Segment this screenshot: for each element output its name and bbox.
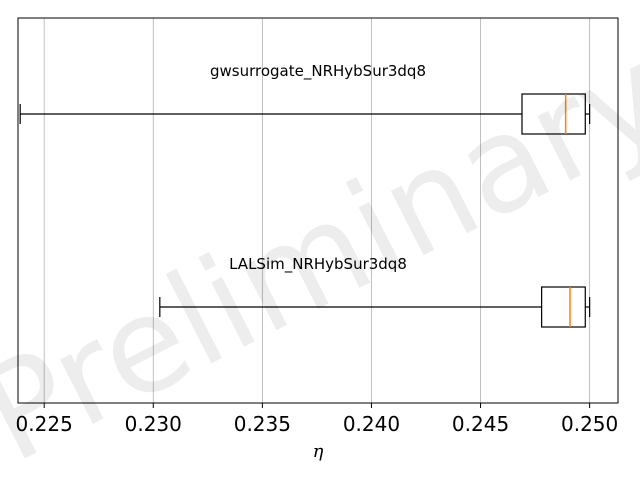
- box-gwsurrogate_NRHybSur3dq8: [19, 93, 591, 135]
- x-ticks: 0.225 0.230 0.235 0.240 0.245 0.250: [16, 403, 618, 436]
- grid-lines: [43, 18, 591, 403]
- x-tick-label: 0.250: [561, 412, 618, 436]
- x-tick-label: 0.245: [452, 412, 509, 436]
- plot-frame: [17, 17, 619, 404]
- series-label: gwsurrogate_NRHybSur3dq8: [210, 62, 426, 81]
- x-tick-label: 0.230: [125, 412, 182, 436]
- x-tick-label: 0.235: [234, 412, 291, 436]
- box-series: [19, 93, 591, 328]
- x-tick-label: 0.225: [16, 412, 73, 436]
- x-tick-label: 0.240: [343, 412, 400, 436]
- series-label: LALSim_NRHybSur3dq8: [229, 255, 407, 274]
- iqr-box: [541, 286, 586, 328]
- box-LALSim_NRHybSur3dq8: [159, 286, 591, 328]
- iqr-box: [521, 93, 586, 135]
- series-labels: gwsurrogate_NRHybSur3dq8 LALSim_NRHybSur3…: [210, 62, 426, 274]
- watermark-text: Preliminary: [0, 17, 640, 480]
- x-axis-label: η: [313, 441, 324, 462]
